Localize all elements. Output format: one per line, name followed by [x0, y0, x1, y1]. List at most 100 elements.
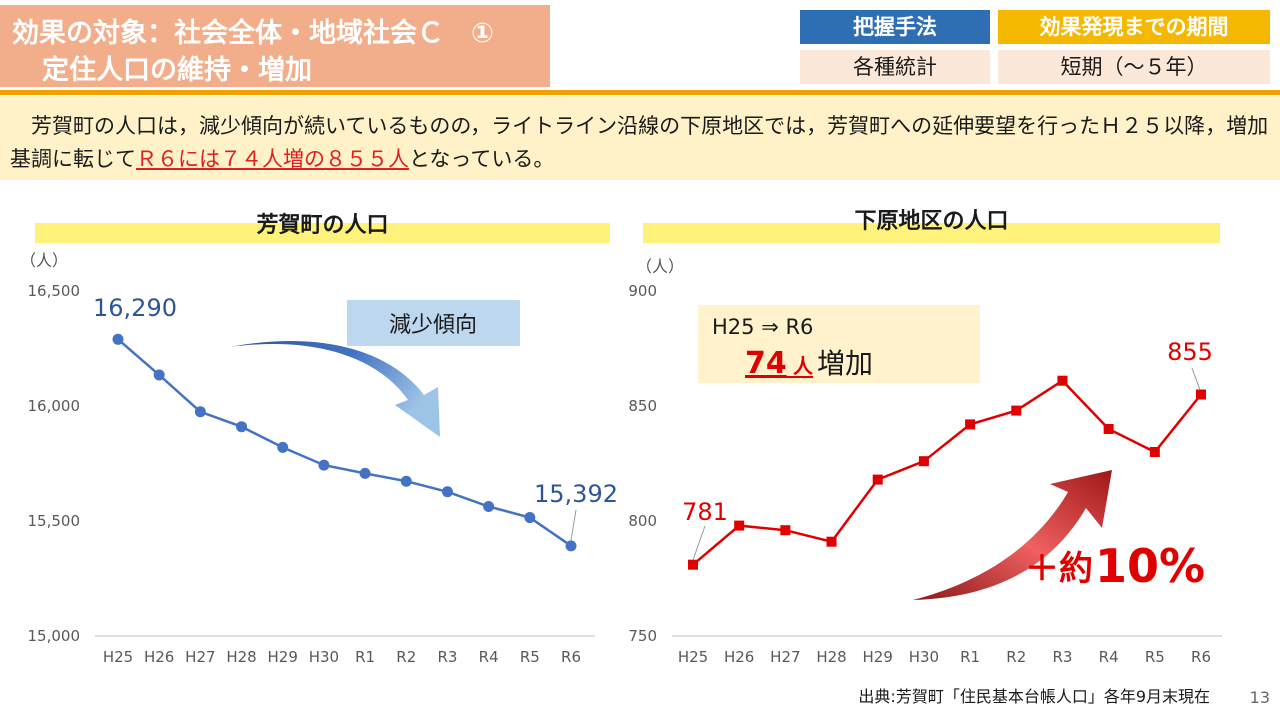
right-x-tick-label: R1 [960, 648, 980, 666]
summary-highlight: Ｒ６には７４人増の８５５人 [136, 147, 409, 171]
left-y-tick-label: 15,000 [28, 627, 81, 645]
right-first-value-label: 781 [682, 498, 728, 526]
summary-text-before: 芳賀町の人口は，減少傾向が続いているものの，ライトライン沿線の下原地区では，芳賀… [10, 114, 1269, 171]
right-data-point [965, 419, 976, 430]
left-x-tick-label: R6 [561, 648, 581, 666]
left-x-tick-label: R4 [479, 648, 499, 666]
period-value: 短期（～５年） [998, 50, 1270, 84]
summary-band [0, 96, 1280, 180]
right-x-tick-label: R2 [1006, 648, 1026, 666]
right-y-tick-label: 800 [628, 512, 657, 530]
method-label: 把握手法 [800, 10, 990, 44]
growth-unit: 人 [793, 354, 814, 378]
right-y-tick-label: 750 [628, 627, 657, 645]
left-data-point [318, 459, 330, 471]
right-data-point [688, 559, 698, 570]
divider [0, 90, 1280, 95]
right-x-tick-label: R3 [1052, 648, 1072, 666]
right-data-point [780, 525, 791, 536]
right-x-tick-label: H26 [724, 648, 754, 666]
left-data-point [153, 369, 165, 381]
right-x-ticks: H25 H26 H27 H28 H29 H30 R1 R2 R3 R4 R5 R6 [678, 648, 1211, 666]
method-value: 各種統計 [800, 50, 990, 84]
left-series [112, 333, 577, 552]
left-data-point [277, 441, 289, 453]
left-series-line [117, 338, 572, 547]
right-last-leader [1191, 367, 1201, 391]
right-chart-title: 下原地区の人口 [854, 209, 1009, 234]
left-y-tick-label: 16,000 [28, 397, 81, 415]
left-x-tick-label: H26 [144, 648, 174, 666]
right-data-point [918, 456, 929, 467]
left-data-point [441, 486, 453, 498]
decline-arrow-icon [230, 340, 440, 437]
growth-summary-box [698, 305, 980, 383]
right-y-tick-label: 850 [628, 397, 657, 415]
left-x-tick-label: R5 [520, 648, 540, 666]
right-data-point [1011, 405, 1022, 416]
right-data-point [872, 474, 883, 485]
right-y-ticks: 750 800 850 900 [628, 282, 657, 645]
left-chart-title-bar [35, 223, 610, 243]
page-subtitle: 定住人口の維持・増加 [42, 55, 312, 86]
source-note: 出典:芳賀町「住民基本台帳人口」各年9月末現在 [858, 687, 1210, 706]
right-x-tick-label: R5 [1145, 648, 1165, 666]
left-y-ticks: 15,000 15,500 16,000 16,500 [28, 282, 81, 645]
growth-percent-prefix: ＋約 [1025, 549, 1093, 589]
right-data-point [1103, 424, 1114, 434]
left-x-tick-label: H25 [103, 648, 133, 666]
decline-label-box [347, 300, 520, 346]
right-x-tick-label: H29 [863, 648, 893, 666]
growth-arrow-icon [913, 470, 1112, 600]
page-title: 効果の対象：社会全体・地域社会Ｃ ① [12, 18, 494, 49]
right-x-tick-label: R6 [1191, 648, 1211, 666]
left-x-tick-label: H27 [185, 648, 215, 666]
right-x-tick-label: R4 [1099, 648, 1119, 666]
growth-suffix: 増加 [817, 347, 873, 380]
growth-percent-value: 10% [1095, 539, 1205, 593]
growth-count: 74 [745, 346, 787, 381]
right-x-tick-label: H28 [816, 648, 846, 666]
left-data-point [483, 501, 495, 513]
right-data-point [826, 536, 837, 547]
right-data-point [1196, 389, 1206, 400]
right-data-point [1057, 375, 1068, 386]
left-x-tick-label: H28 [226, 648, 256, 666]
left-x-tick-label: R3 [437, 648, 457, 666]
left-x-tick-label: R1 [355, 648, 375, 666]
right-x-tick-label: H27 [770, 648, 800, 666]
left-data-point [112, 333, 124, 345]
title-box [0, 5, 550, 87]
right-x-tick-label: H25 [678, 648, 708, 666]
right-chart-title-bar [643, 223, 1220, 243]
left-y-unit: （人） [20, 251, 68, 270]
summary-text: 芳賀町の人口は，減少傾向が続いているものの，ライトライン沿線の下原地区では，芳賀… [10, 110, 1272, 176]
left-y-tick-label: 15,500 [28, 512, 81, 530]
right-y-tick-label: 900 [628, 282, 657, 300]
left-y-tick-label: 16,500 [28, 282, 81, 300]
right-data-point [1149, 447, 1160, 457]
decline-label: 減少傾向 [389, 313, 477, 338]
left-data-point [400, 475, 412, 487]
right-x-tick-label: H30 [909, 648, 939, 666]
right-y-unit: （人） [636, 257, 684, 276]
left-x-tick-label: R2 [396, 648, 416, 666]
left-x-tick-label: H29 [268, 648, 298, 666]
left-chart-title: 芳賀町の人口 [256, 213, 389, 238]
left-data-point [565, 540, 577, 552]
left-data-point [359, 467, 371, 479]
page-number: 13 [1249, 688, 1270, 707]
growth-period-label: H25 ⇒ R6 [712, 315, 813, 339]
left-last-value-label: 15,392 [534, 480, 618, 508]
period-label: 効果発現までの期間 [998, 10, 1270, 44]
left-data-point [524, 512, 536, 524]
right-last-value-label: 855 [1167, 338, 1213, 366]
left-x-ticks: H25 H26 H27 H28 H29 H30 R1 R2 R3 R4 R5 R6 [103, 648, 581, 666]
left-x-tick-label: H30 [309, 648, 339, 666]
right-series-line [692, 379, 1202, 566]
right-series [688, 375, 1206, 570]
left-data-point [236, 421, 248, 433]
right-data-point [734, 520, 745, 531]
left-first-value-label: 16,290 [93, 294, 177, 322]
